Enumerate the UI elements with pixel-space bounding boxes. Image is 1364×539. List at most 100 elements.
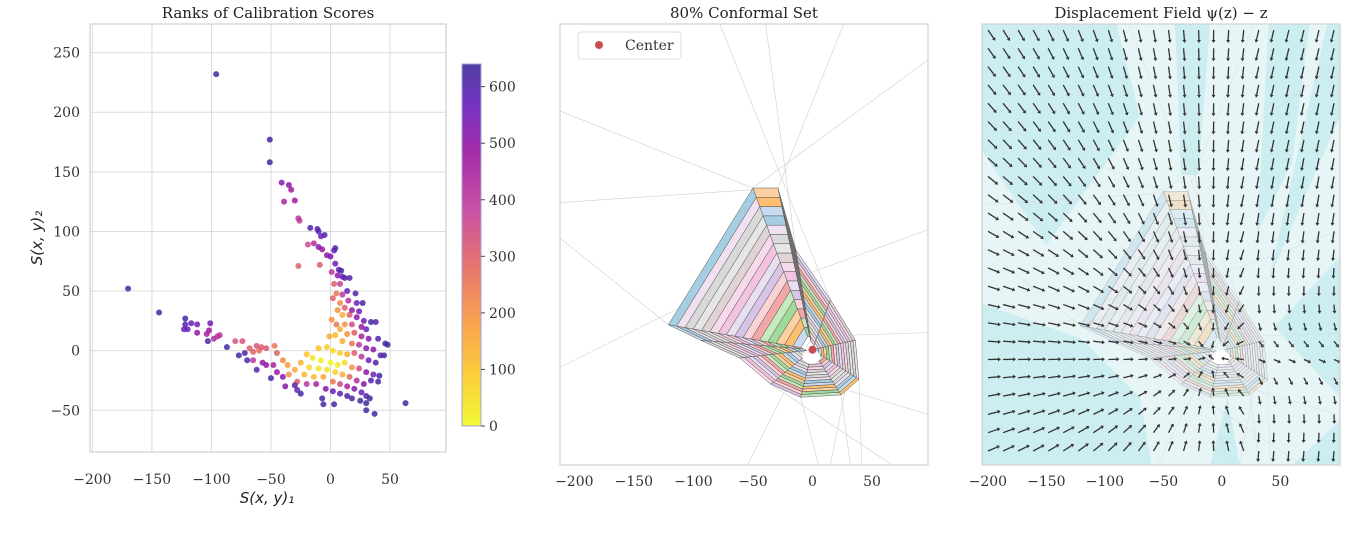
quiver-arrowhead-icon (1287, 401, 1292, 405)
quiver-arrow (1226, 231, 1230, 241)
quiver-arrowhead-icon (1255, 185, 1259, 190)
scatter-point (337, 326, 344, 333)
conformal-cell (1216, 366, 1235, 371)
quiver-arrow (1271, 212, 1275, 224)
quiver-arrow (1273, 395, 1276, 402)
quiver-arrowhead-icon (1254, 112, 1259, 116)
quiver-arrowhead-icon (1057, 374, 1062, 379)
quiver-arrowhead-icon (1157, 307, 1161, 312)
quiver-arrow (1092, 102, 1099, 113)
conformal-cell (1153, 357, 1186, 383)
quiver-arrowhead-icon (1142, 441, 1146, 446)
quiver-arrow (1063, 392, 1074, 397)
quiver-arrowhead-icon (1183, 440, 1188, 444)
quiver-arrow (1047, 121, 1055, 131)
panel1-title: Ranks of Calibration Scores (162, 4, 375, 22)
quiver-arrowhead-icon (1284, 112, 1289, 116)
quiver-arrow (1017, 428, 1028, 434)
scatter-point (278, 179, 285, 186)
quiver-arrowhead-icon (1154, 185, 1159, 189)
quiver-arrowhead-icon (1225, 222, 1230, 226)
quiver-arrowhead-icon (1334, 381, 1339, 386)
scatter-point (353, 299, 360, 306)
quiver-arrow (1122, 157, 1128, 168)
quiver-arrow (1331, 121, 1335, 132)
quiver-arrow (1122, 267, 1131, 275)
quiver-arrowhead-icon (1153, 112, 1158, 116)
quiver-arrowhead-icon (1270, 222, 1275, 226)
quiver-arrowhead-icon (1240, 76, 1245, 80)
conformal-cell (1197, 236, 1212, 287)
quiver-arrow (1197, 304, 1201, 311)
quiver-arrowhead-icon (1318, 327, 1323, 332)
scatter-point (371, 410, 378, 417)
quiver-arrow (1152, 121, 1157, 132)
scatter-point (194, 329, 201, 336)
scatter-point (321, 232, 328, 239)
quiver-arrowhead-icon (1052, 164, 1057, 169)
quiver-arrow (987, 102, 996, 112)
quiver-arrowhead-icon (1182, 131, 1187, 135)
quiver-arrowhead-icon (1095, 111, 1100, 116)
quiver-arrow (1255, 29, 1260, 40)
quiver-arrowhead-icon (1036, 74, 1041, 78)
quiver-arrowhead-icon (1125, 166, 1130, 171)
quiver-arrowhead-icon (1095, 93, 1100, 97)
conformal-cell (792, 346, 804, 350)
quiver-arrowhead-icon (1290, 343, 1294, 348)
scatter-point (366, 395, 373, 402)
quiver-arrowhead-icon (1255, 222, 1260, 226)
scatter-point (337, 299, 344, 306)
quiver-arrowhead-icon (1156, 441, 1160, 445)
scatter-point (315, 365, 322, 372)
quiver-arrowhead-icon (1182, 149, 1187, 153)
quiver-arrow (987, 411, 998, 416)
quiver-arrowhead-icon (1332, 420, 1337, 424)
quiver-arrowhead-icon (1099, 254, 1103, 259)
quiver-arrow (1153, 322, 1160, 327)
quiver-arrowhead-icon (1039, 200, 1043, 204)
quiver-arrow (1092, 66, 1098, 77)
quiver-arrow (1033, 375, 1044, 379)
quiver-arrowhead-icon (1197, 240, 1202, 244)
scatter-point (341, 274, 348, 281)
quiver-arrowhead-icon (1021, 73, 1026, 78)
quiver-arrowhead-icon (1287, 420, 1292, 424)
scatter-point (309, 354, 316, 361)
quiver-arrowhead-icon (1159, 357, 1163, 362)
quiver-arrow (1167, 285, 1173, 293)
quiver-arrowhead-icon (1040, 235, 1044, 239)
quiver-arrowhead-icon (1211, 257, 1216, 261)
quiver-arrow (1078, 322, 1088, 326)
scatter-point (271, 342, 278, 349)
panel3-tick-labels: −200 −150 −100 −50 0 50 (969, 474, 1290, 490)
x-tick-label: −50 (738, 474, 768, 490)
quiver-arrow (1316, 194, 1320, 205)
scatter-point (297, 359, 304, 366)
quiver-arrowhead-icon (1169, 440, 1174, 445)
quiver-arrowhead-icon (1051, 74, 1055, 78)
quiver-arrowhead-icon (996, 252, 1000, 256)
conformal-cell (1187, 191, 1207, 258)
quiver-arrowhead-icon (1262, 359, 1266, 364)
x-tick-label: 0 (808, 474, 817, 490)
scatter-point (348, 321, 355, 328)
quiver-arrow (1301, 158, 1305, 169)
quiver-arrow (1122, 230, 1130, 240)
quiver-arrowhead-icon (1109, 57, 1114, 61)
quiver-arrow (1167, 194, 1172, 205)
quiver-arrow (1167, 267, 1173, 276)
quiver-arrowhead-icon (1211, 204, 1216, 208)
quiver-arrow (1226, 267, 1230, 276)
quiver-arrowhead-icon (1255, 204, 1260, 208)
quiver-arrow (1301, 212, 1305, 224)
conformal-cell (1249, 343, 1255, 372)
quiver-arrow (1077, 427, 1088, 434)
conformal-cell (1191, 209, 1209, 270)
quiver-arrow (1331, 48, 1335, 59)
quiver-arrow (1107, 249, 1116, 258)
quiver-arrow (987, 194, 997, 202)
conformal-cell (1215, 371, 1238, 376)
quiver-arrowhead-icon (1269, 57, 1274, 61)
scatter-point (182, 321, 189, 328)
